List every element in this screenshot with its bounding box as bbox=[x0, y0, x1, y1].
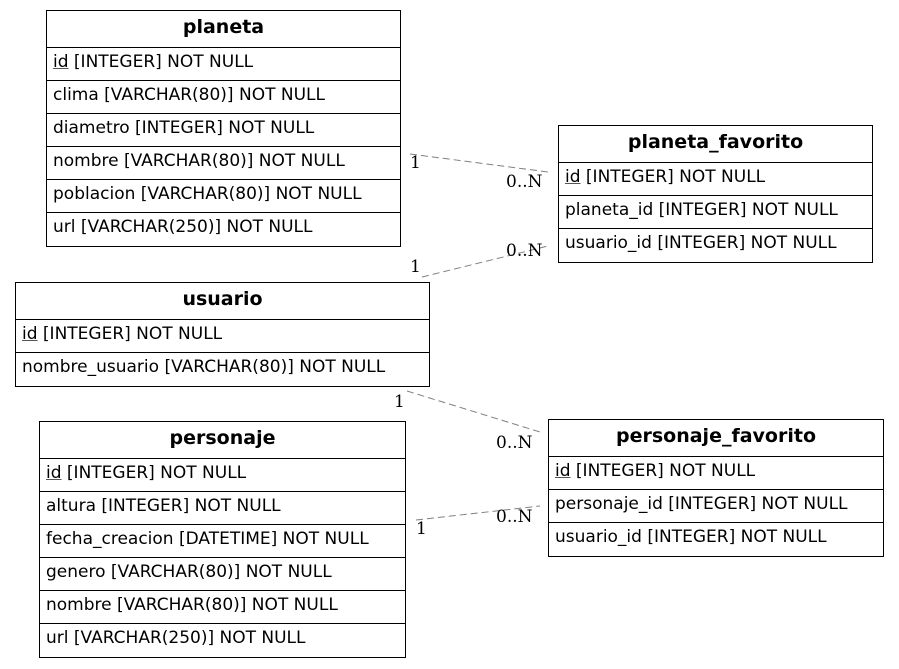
column-clima: clima [VARCHAR(80)] NOT NULL bbox=[47, 81, 400, 114]
column-nombre-usuario: nombre_usuario [VARCHAR(80)] NOT NULL bbox=[22, 357, 386, 377]
cardinality-usuario-one-a: 1 bbox=[410, 257, 421, 277]
column-id: id [INTEGER] NOT NULL bbox=[47, 48, 400, 81]
entity-title: usuario bbox=[16, 283, 429, 320]
cardinality-usuario-one-b: 1 bbox=[394, 392, 405, 412]
entity-usuario[interactable]: usuario id [INTEGER] NOT NULL nombre_usu… bbox=[15, 282, 430, 387]
column-altura: altura [INTEGER] NOT NULL bbox=[40, 492, 405, 525]
column-genero: genero [VARCHAR(80)] NOT NULL bbox=[40, 558, 405, 591]
cardinality-personaje-one: 1 bbox=[416, 519, 427, 539]
column-usuario-id: usuario_id [INTEGER] NOT NULL bbox=[565, 233, 837, 253]
edge-personaje-personaje-favorito bbox=[415, 505, 541, 521]
cardinality-planeta-favorito-many-a: 0..N bbox=[506, 172, 543, 192]
column-poblacion: poblacion [VARCHAR(80)] NOT NULL bbox=[47, 180, 400, 213]
edge-planeta-planeta-favorito bbox=[409, 153, 549, 173]
entity-personaje-favorito[interactable]: personaje_favorito id [INTEGER] NOT NULL… bbox=[548, 419, 884, 557]
column-url: url [VARCHAR(250)] NOT NULL bbox=[53, 217, 313, 237]
entity-planeta-favorito[interactable]: planeta_favorito id [INTEGER] NOT NULL p… bbox=[558, 125, 873, 263]
entity-planeta[interactable]: planeta id [INTEGER] NOT NULL clima [VAR… bbox=[46, 10, 401, 247]
column-nombre: nombre [VARCHAR(80)] NOT NULL bbox=[47, 147, 400, 180]
primary-key-label: id bbox=[53, 52, 69, 72]
column-fecha-creacion: fecha_creacion [DATETIME] NOT NULL bbox=[40, 525, 405, 558]
column-usuario-id: usuario_id [INTEGER] NOT NULL bbox=[555, 527, 827, 547]
cardinality-planeta-favorito-many-b: 0..N bbox=[506, 241, 543, 261]
column-definition: [INTEGER] NOT NULL bbox=[68, 52, 254, 72]
primary-key-label: id bbox=[22, 324, 38, 344]
primary-key-label: id bbox=[46, 463, 62, 483]
column-nombre: nombre [VARCHAR(80)] NOT NULL bbox=[40, 591, 405, 624]
entity-title: personaje bbox=[40, 422, 405, 459]
primary-key-label: id bbox=[565, 167, 581, 187]
column-id: id [INTEGER] NOT NULL bbox=[16, 320, 429, 353]
column-id: id [INTEGER] NOT NULL bbox=[559, 163, 872, 196]
column-personaje-id: personaje_id [INTEGER] NOT NULL bbox=[549, 490, 883, 523]
cardinality-personaje-favorito-many-a: 0..N bbox=[496, 433, 533, 453]
cardinality-planeta-one: 1 bbox=[410, 153, 421, 173]
primary-key-label: id bbox=[555, 461, 571, 481]
column-id: id [INTEGER] NOT NULL bbox=[549, 457, 883, 490]
column-id: id [INTEGER] NOT NULL bbox=[40, 459, 405, 492]
edge-usuario-personaje-favorito bbox=[406, 390, 541, 433]
column-diametro: diametro [INTEGER] NOT NULL bbox=[47, 114, 400, 147]
entity-title: planeta_favorito bbox=[559, 126, 872, 163]
column-planeta-id: planeta_id [INTEGER] NOT NULL bbox=[559, 196, 872, 229]
column-definition: [INTEGER] NOT NULL bbox=[580, 167, 766, 187]
entity-personaje[interactable]: personaje id [INTEGER] NOT NULL altura [… bbox=[39, 421, 406, 658]
column-definition: [INTEGER] NOT NULL bbox=[61, 463, 247, 483]
cardinality-personaje-favorito-many-b: 0..N bbox=[496, 507, 533, 527]
column-url: url [VARCHAR(250)] NOT NULL bbox=[46, 628, 306, 648]
column-definition: [INTEGER] NOT NULL bbox=[570, 461, 756, 481]
entity-title: planeta bbox=[47, 11, 400, 48]
entity-title: personaje_favorito bbox=[549, 420, 883, 457]
column-definition: [INTEGER] NOT NULL bbox=[37, 324, 223, 344]
